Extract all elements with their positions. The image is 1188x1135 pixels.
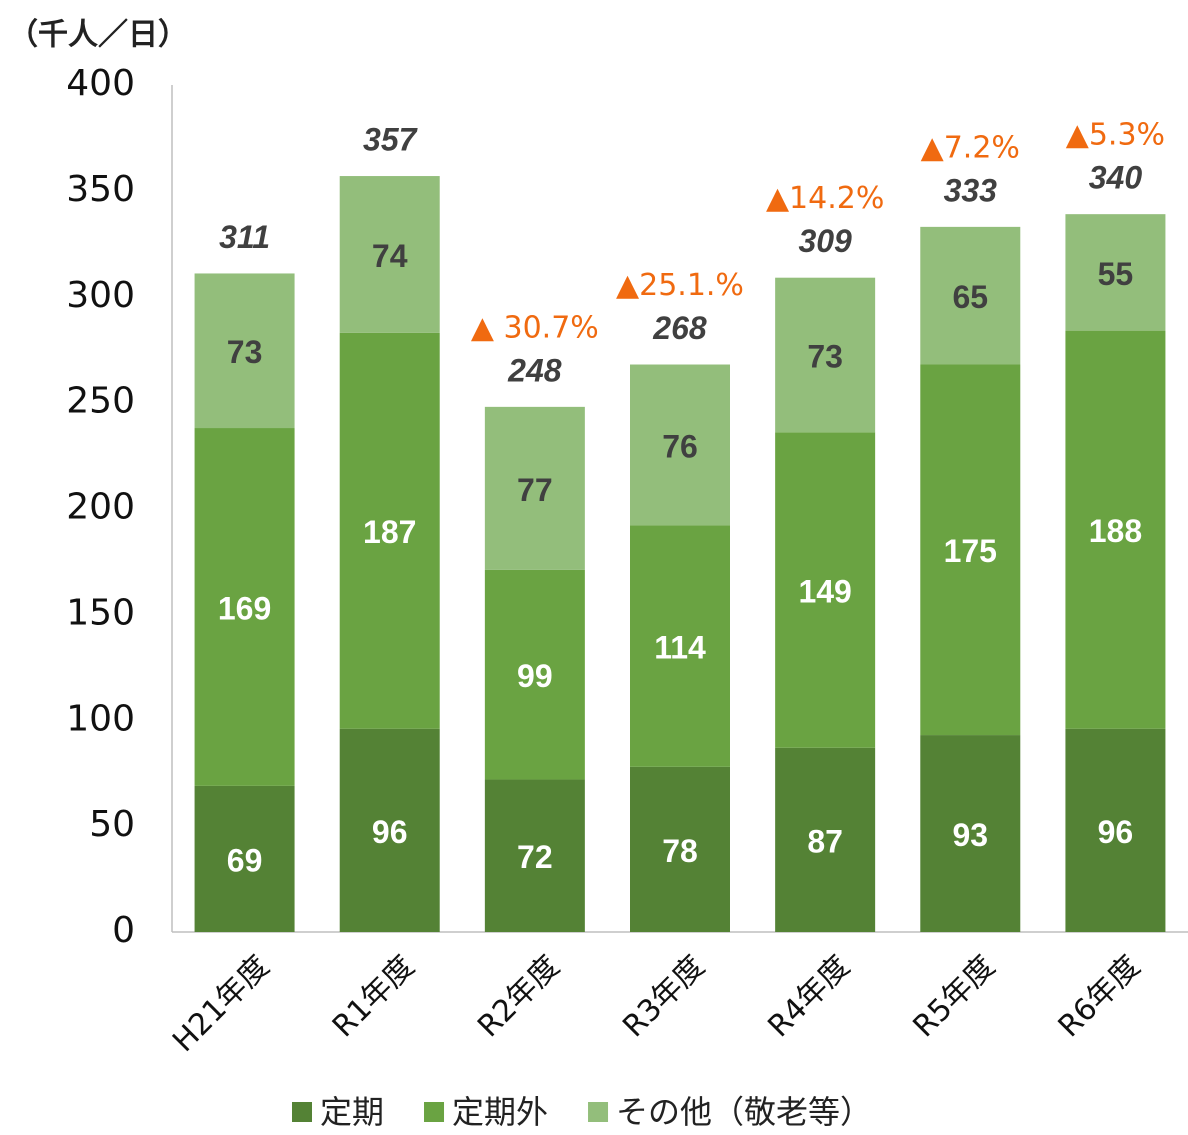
total-label: 333: [944, 172, 998, 208]
y-axis-label: （千人／日）: [8, 18, 188, 53]
legend-swatch: [292, 1102, 312, 1122]
bar-segment: [339, 728, 440, 932]
data-label: 93: [952, 817, 988, 853]
data-label: 114: [654, 630, 706, 666]
total-label: 309: [798, 223, 852, 259]
bar-segment: [339, 176, 440, 333]
annotation: ▲ 30.7%: [471, 310, 599, 345]
y-tick-label: 400: [66, 63, 135, 104]
bar-segment: [630, 766, 730, 932]
y-tick-label: 150: [66, 592, 135, 633]
annotation: ▲25.1.%: [616, 268, 744, 303]
data-label: 78: [662, 833, 698, 869]
data-label: 65: [952, 279, 988, 315]
bar-segment: [1065, 728, 1166, 932]
data-label: 96: [1098, 814, 1134, 850]
data-label: 69: [227, 842, 263, 878]
data-label: 187: [363, 514, 416, 550]
x-tick-label: R4年度: [761, 949, 856, 1044]
x-tick-label: R5年度: [907, 949, 1002, 1044]
data-label: 55: [1098, 256, 1134, 292]
data-label: 73: [807, 338, 843, 374]
bar-segment: [1065, 214, 1166, 331]
x-tick-group: R5年度: [907, 949, 1002, 1044]
total-label: 340: [1089, 160, 1143, 196]
bar-segment: [484, 779, 585, 932]
bar-segment: [339, 332, 440, 729]
y-tick-label: 0: [112, 910, 135, 951]
bar-segment: [920, 226, 1021, 365]
legend-label: 定期: [320, 1093, 384, 1131]
bar-segment: [484, 406, 585, 570]
legend-swatch: [424, 1102, 445, 1122]
legend-swatch: [588, 1102, 609, 1122]
y-tick-label: 250: [66, 381, 135, 422]
x-tick-group: R2年度: [471, 949, 566, 1044]
annotation: ▲7.2%: [921, 130, 1020, 165]
x-tick-label: R3年度: [616, 949, 711, 1044]
y-tick-label: 200: [66, 487, 135, 528]
data-label: 77: [517, 472, 553, 508]
total-label: 311: [219, 219, 270, 255]
total-label: 357: [363, 122, 419, 158]
bar-segment: [775, 747, 876, 932]
x-tick-group: R6年度: [1052, 949, 1147, 1044]
x-tick-group: R3年度: [616, 949, 711, 1044]
bar-segment: [775, 432, 876, 748]
bar-segment: [630, 364, 730, 526]
bar-segment: [484, 569, 585, 780]
x-tick-label: R2年度: [471, 949, 566, 1044]
total-label: 268: [652, 310, 707, 346]
data-label: 76: [662, 428, 698, 464]
bar-segment: [630, 525, 730, 767]
data-label: 87: [807, 823, 843, 859]
bar-segment: [920, 735, 1021, 932]
bar-segment: [194, 428, 295, 786]
data-label: 188: [1089, 513, 1142, 549]
legend-label: 定期外: [452, 1093, 548, 1131]
total-label: 248: [507, 352, 562, 388]
x-tick-group: R1年度: [326, 949, 421, 1044]
annotation: ▲5.3%: [1066, 118, 1165, 153]
data-label: 72: [517, 839, 553, 875]
annotation: ▲14.2%: [766, 181, 884, 216]
y-tick-label: 100: [66, 698, 135, 739]
bar-segment: [775, 277, 876, 433]
legend-label: その他（敬老等）: [616, 1093, 872, 1131]
y-tick-label: 50: [89, 804, 135, 845]
x-tick-group: H21年度: [166, 949, 276, 1059]
bar-segment: [194, 273, 295, 429]
y-tick-label: 300: [66, 275, 135, 316]
bar-segment: [920, 364, 1021, 736]
y-tick-label: 350: [66, 169, 135, 210]
x-tick-label: H21年度: [166, 949, 276, 1059]
data-label: 99: [517, 658, 553, 694]
data-label: 74: [372, 238, 408, 274]
data-label: 96: [372, 814, 408, 850]
data-label: 169: [218, 590, 271, 626]
bar-segment: [194, 785, 295, 932]
data-label: 175: [944, 533, 997, 569]
x-tick-label: R1年度: [326, 949, 421, 1044]
bar-segment: [1065, 330, 1166, 729]
x-tick-label: R6年度: [1052, 949, 1147, 1044]
data-label: 73: [227, 334, 263, 370]
data-label: 149: [798, 573, 851, 609]
x-tick-group: R4年度: [761, 949, 856, 1044]
